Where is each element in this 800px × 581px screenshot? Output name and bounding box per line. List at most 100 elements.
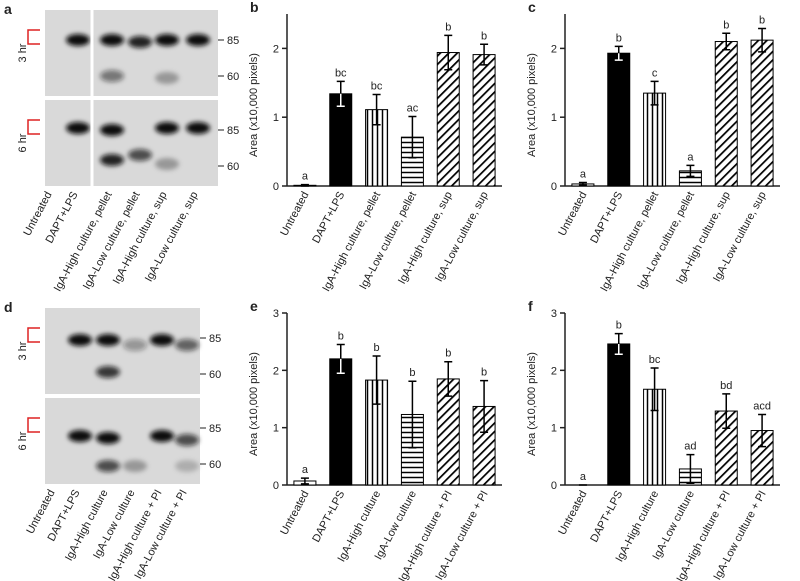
band <box>96 432 120 444</box>
y-tick-label: 3 <box>551 308 557 320</box>
y-axis-label: Area (x10,000 pixels) <box>526 352 538 456</box>
band <box>186 34 210 46</box>
band <box>66 122 90 134</box>
band <box>100 124 124 136</box>
band <box>155 72 179 84</box>
bar <box>607 343 631 486</box>
significance-letter: b <box>481 367 487 379</box>
blot-image <box>45 10 218 96</box>
error-bar <box>758 413 767 448</box>
y-tick-label: 0 <box>551 480 557 492</box>
error-bar <box>480 43 489 66</box>
band <box>100 70 124 82</box>
y-tick-label: 1 <box>273 423 279 435</box>
error-bar <box>408 115 417 159</box>
y-tick-label: 2 <box>273 365 279 377</box>
significance-letter: a <box>580 471 587 483</box>
row-label: 6 hr <box>17 133 29 152</box>
significance-letter: ad <box>684 441 696 453</box>
band <box>68 334 92 346</box>
significance-letter: bc <box>371 80 383 92</box>
significance-letter: b <box>338 331 344 343</box>
panel-label: b <box>250 0 259 15</box>
blot-bands <box>68 430 199 472</box>
error-cap <box>614 332 623 344</box>
significance-letter: a <box>580 169 587 181</box>
bar <box>472 54 496 187</box>
error-bar <box>686 453 695 485</box>
bar <box>750 39 774 187</box>
bar <box>329 358 353 486</box>
band <box>175 434 199 446</box>
blot-bands <box>66 122 210 170</box>
y-tick-label: 2 <box>273 43 279 55</box>
band <box>186 122 210 134</box>
error-bar <box>372 93 381 126</box>
x-tick-label: Untreated <box>278 489 311 537</box>
band <box>123 460 147 472</box>
band <box>150 430 174 442</box>
y-axis-label: Area (x10,000 pixels) <box>248 352 260 456</box>
bar <box>436 52 460 187</box>
x-tick-label: DAPT+LPS <box>310 190 347 246</box>
bar <box>607 52 631 187</box>
band <box>175 460 199 472</box>
significance-letter: ac <box>407 103 419 115</box>
significance-letter: b <box>445 21 451 33</box>
error-bar <box>444 360 453 397</box>
band <box>96 366 120 378</box>
y-tick-label: 0 <box>273 181 279 193</box>
marker-label: 85 <box>209 423 221 435</box>
band <box>128 149 152 161</box>
y-axis-label: Area (x10,000 pixels) <box>526 53 538 157</box>
error-bar <box>444 34 453 71</box>
band <box>150 334 174 346</box>
error-bar <box>578 181 587 187</box>
y-tick-label: 1 <box>273 112 279 124</box>
panel-label: d <box>4 299 13 315</box>
significance-letter: b <box>616 320 622 332</box>
marker-label: 85 <box>227 125 239 137</box>
bar <box>643 92 667 187</box>
bracket <box>27 29 40 45</box>
x-tick-label: Untreated <box>278 190 311 238</box>
marker-label: 85 <box>209 333 221 345</box>
error-bar <box>722 393 731 429</box>
y-tick-label: 3 <box>273 308 279 320</box>
bar <box>329 93 353 187</box>
significance-letter: acd <box>753 400 771 412</box>
y-tick-label: 1 <box>551 112 557 124</box>
x-tick-label: Untreated <box>556 489 589 537</box>
band <box>175 339 199 351</box>
significance-letter: b <box>409 367 415 379</box>
band <box>100 154 124 166</box>
row-label: 6 hr <box>17 431 29 450</box>
y-tick-label: 0 <box>551 181 557 193</box>
y-axis-label: Area (x10,000 pixels) <box>248 53 260 157</box>
error-bar <box>300 477 309 485</box>
error-bar <box>408 380 417 449</box>
x-tick-label: DAPT+LPS <box>588 190 625 246</box>
marker-label: 60 <box>209 369 221 381</box>
significance-letter: b <box>616 32 622 44</box>
significance-letter: a <box>302 464 309 476</box>
band <box>96 334 120 346</box>
error-bar <box>650 367 659 412</box>
y-tick-label: 2 <box>551 365 557 377</box>
blot-image <box>45 100 218 186</box>
panel-label: f <box>528 298 533 314</box>
error-bar <box>650 80 659 106</box>
bar <box>714 41 738 187</box>
x-tick-label: DAPT+LPS <box>588 489 625 545</box>
band <box>68 430 92 442</box>
row-label: 3 hr <box>17 43 29 62</box>
band <box>155 34 179 46</box>
panel-label: a <box>4 1 12 17</box>
band <box>155 158 179 170</box>
significance-letter: b <box>445 348 451 360</box>
band <box>96 460 120 472</box>
marker-label: 60 <box>227 71 239 83</box>
band <box>155 122 179 134</box>
band <box>128 36 152 48</box>
